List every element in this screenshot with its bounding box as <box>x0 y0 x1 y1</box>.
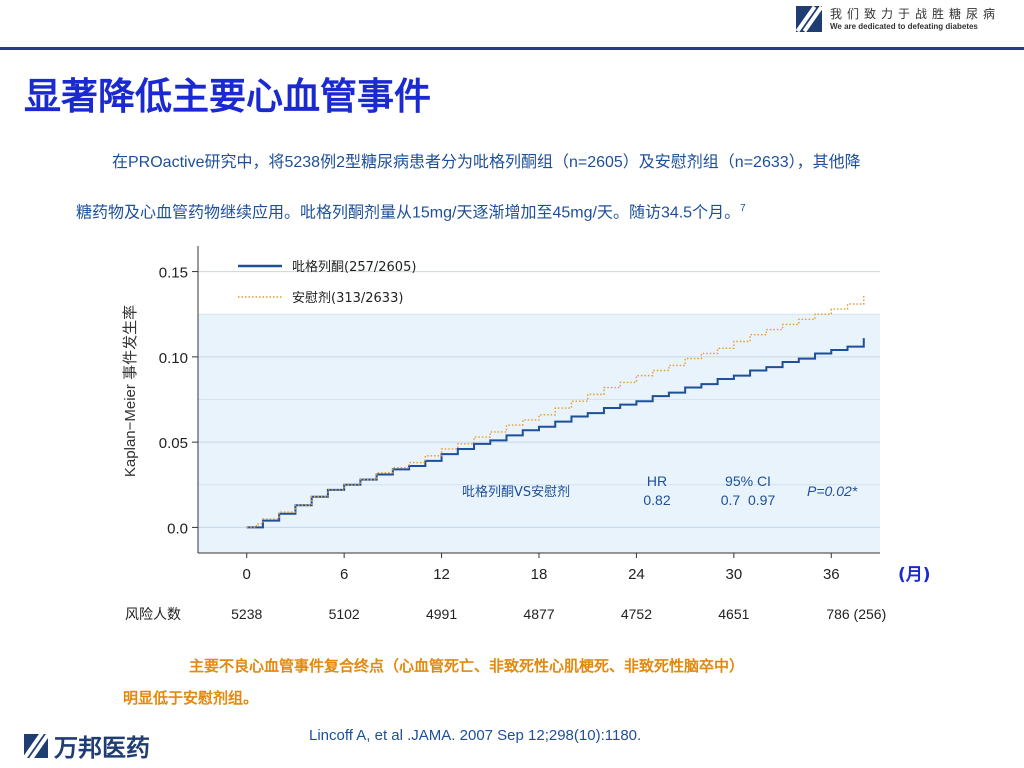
risk-table-value: 4991 <box>426 606 457 622</box>
risk-table-value: 786 (256) <box>826 606 886 622</box>
risk-table-value: 5102 <box>329 606 360 622</box>
company-logo-bottom: 万邦医药 <box>24 728 150 763</box>
y-tick-label: 0.0 <box>167 520 188 537</box>
intro-line-1: 在PROactive研究中，将5238例2型糖尿病患者分为吡格列酮组（n=260… <box>112 154 861 171</box>
series-line-pioglitazone <box>246 338 865 529</box>
brand-logo-icon <box>24 733 48 758</box>
stats-comparison: 吡格列酮VS安慰剂 <box>462 484 570 500</box>
series-line-placebo <box>246 295 865 529</box>
plot-background <box>198 314 880 553</box>
grid-lines <box>198 271 880 528</box>
slogan-en: We are dedicated to defeating diabetes <box>829 21 978 31</box>
stats-ci-value: 0.7 0.97 <box>721 492 776 508</box>
x-tick-label: 24 <box>628 566 645 583</box>
y-tick-label: 0.05 <box>159 435 188 452</box>
header-rule <box>0 47 1024 50</box>
risk-table-value: 4877 <box>523 606 554 622</box>
x-tick-label: 30 <box>726 566 743 583</box>
x-tick-label: 12 <box>433 566 450 583</box>
series-lines <box>246 295 865 529</box>
intro-line-2: 糖药物及心血管药物继续应用。吡格列酮剂量从15mg/天逐渐增加至45mg/天。随… <box>76 204 741 222</box>
y-axis-label: Kaplan−Meier 事件发生率 <box>122 305 139 477</box>
risk-table-label: 风险人数 <box>125 607 181 623</box>
y-tick-label: 0.10 <box>159 350 188 367</box>
x-tick-label: 0 <box>243 566 251 583</box>
risk-table-value: 4752 <box>621 606 652 622</box>
x-tick-label: 6 <box>340 566 348 583</box>
slogan-cn: 我们致力于战胜糖尿病 <box>829 6 1000 21</box>
x-tick-label: 18 <box>531 566 548 583</box>
x-axis-unit: (月) <box>898 565 931 585</box>
company-logo-top: 我们致力于战胜糖尿病 We are dedicated to defeating… <box>795 6 1000 32</box>
risk-table-value: 4651 <box>718 606 749 622</box>
intro-text: 在PROactive研究中，将5238例2型糖尿病患者分为吡格列酮组（n=260… <box>76 140 976 236</box>
stats-ci-label: 95% CI <box>725 473 771 489</box>
note-line-2: 明显低于安慰剂组。 <box>123 689 259 707</box>
company-logo-icon <box>795 6 822 32</box>
reference-citation: Lincoff A, et al .JAMA. 2007 Sep 12;298(… <box>309 727 642 744</box>
legend-label-placebo: 安慰剂(313/2633) <box>292 291 403 306</box>
risk-table-values: 5238 5102 4991 4877 4752 4651 786 (256) <box>231 606 886 622</box>
legend-label-pioglitazone: 吡格列酮(257/2605) <box>292 259 416 275</box>
intro-ref-mark: 7 <box>740 203 746 214</box>
y-tick-label: 0.15 <box>159 265 188 282</box>
page-title: 显著降低主要心血管事件 <box>24 74 431 118</box>
stats-hr-value: 0.82 <box>643 492 670 508</box>
stats-p-value: P=0.02* <box>807 483 858 499</box>
note-line-1: 主要不良心血管事件复合终点（心血管死亡、非致死性心肌梗死、非致死性脑卒中） <box>189 657 745 675</box>
brand-name: 万邦医药 <box>54 734 150 762</box>
conclusion-note: 主要不良心血管事件复合终点（心血管死亡、非致死性心肌梗死、非致死性脑卒中） 明显… <box>123 650 903 714</box>
axis-ticks: 0.0 0.05 0.10 0.15 0 6 12 18 24 30 36 <box>159 265 840 583</box>
risk-table-value: 5238 <box>231 606 262 622</box>
x-tick-label: 36 <box>823 566 840 583</box>
stats-hr-label: HR <box>647 473 667 489</box>
